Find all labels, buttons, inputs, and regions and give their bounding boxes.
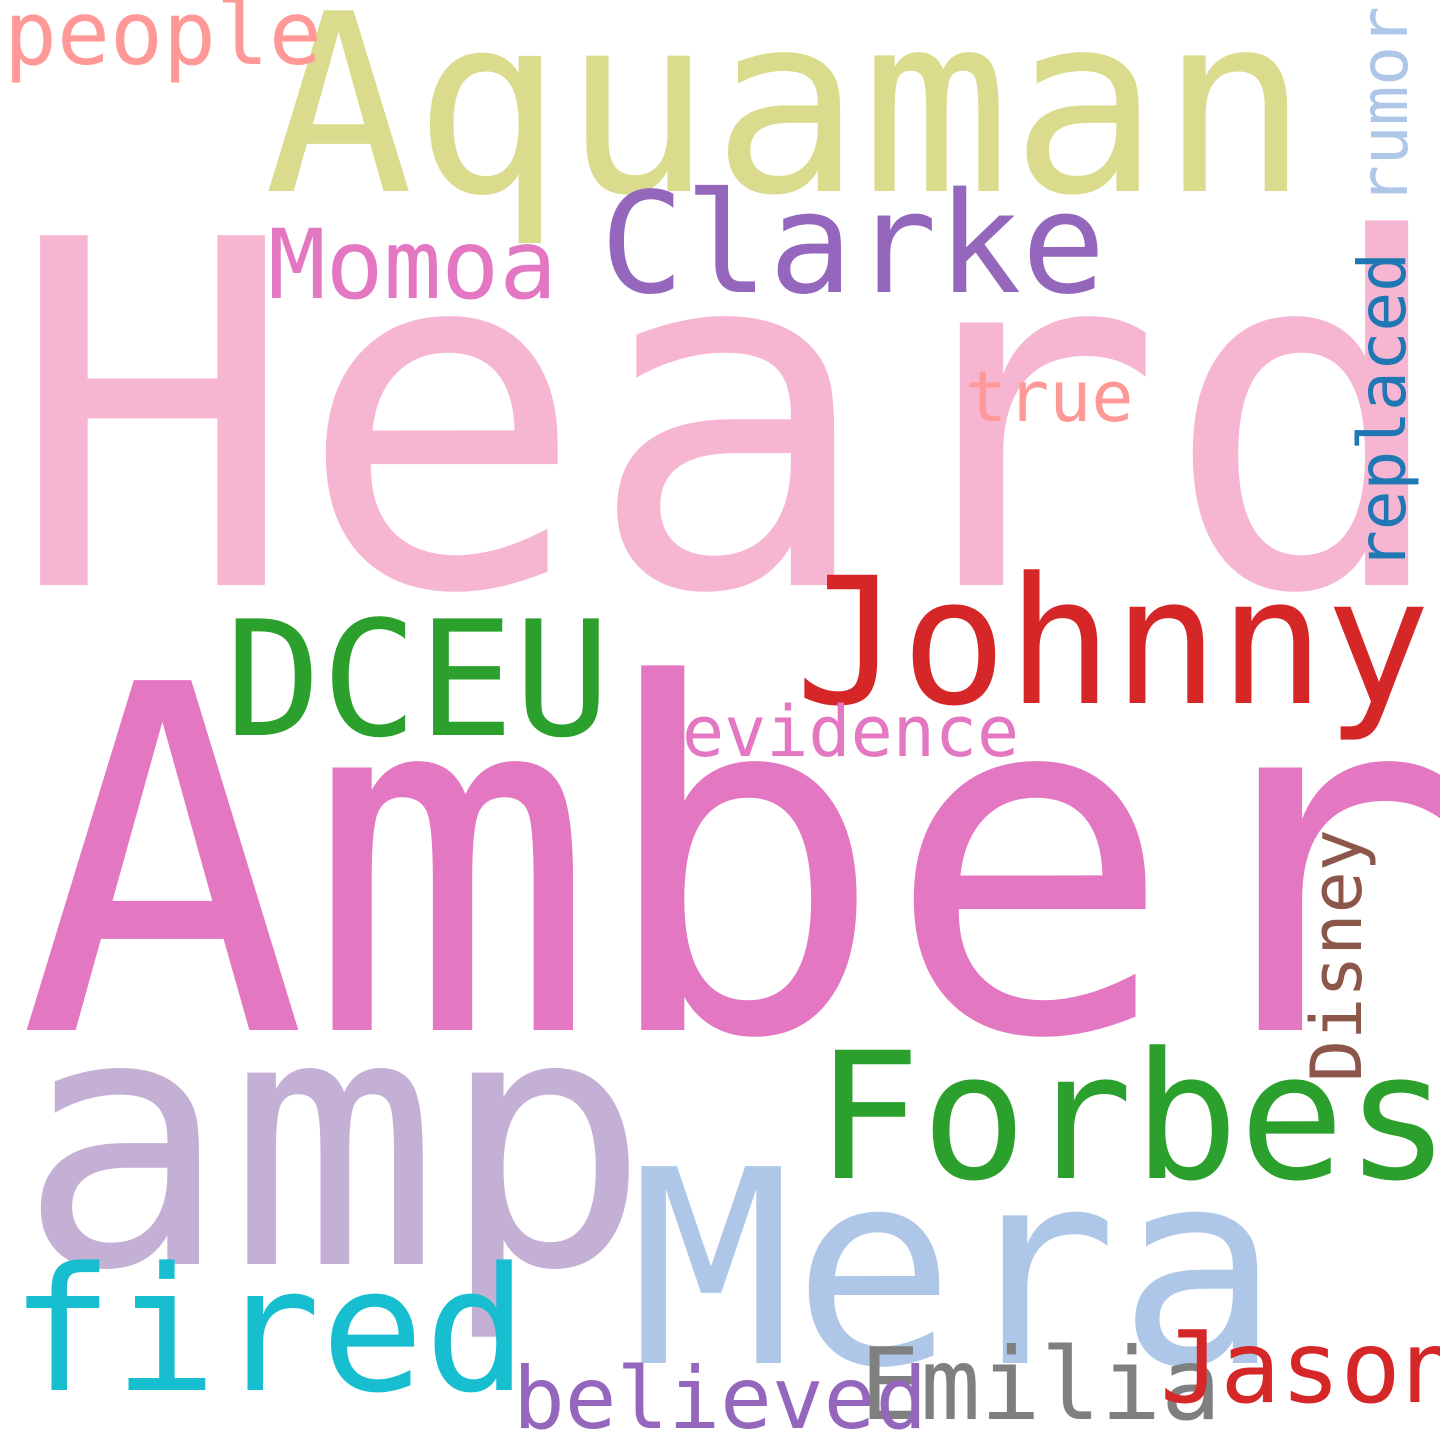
word-heard: Heard: [8, 140, 1440, 699]
word-believed: believed: [513, 1349, 928, 1440]
word-replaced: replaced: [1344, 252, 1421, 570]
word-amp: amp: [18, 939, 651, 1347]
word-jason: Jason: [1160, 1309, 1440, 1426]
word-disney: Disney: [1296, 829, 1378, 1082]
word-mera: Mera: [630, 1112, 1281, 1427]
word-aquaman: Aquaman: [264, 0, 1310, 250]
word-fired: fired: [10, 1230, 528, 1431]
word-emilia: Emilia: [860, 1326, 1222, 1440]
word-people: people: [4, 0, 322, 85]
word-true: true: [965, 356, 1134, 438]
word-evidence: evidence: [682, 691, 1020, 773]
word-dceu: DCEU: [225, 586, 611, 773]
word-momoa: Momoa: [268, 209, 557, 321]
word-forbes: Forbes: [815, 1015, 1440, 1220]
word-johnny: Johnny: [795, 540, 1431, 745]
word-clarke: Clarke: [600, 163, 1106, 326]
word-rumor: rumor: [1346, 6, 1423, 205]
word-amber: Amber: [18, 585, 1440, 1144]
